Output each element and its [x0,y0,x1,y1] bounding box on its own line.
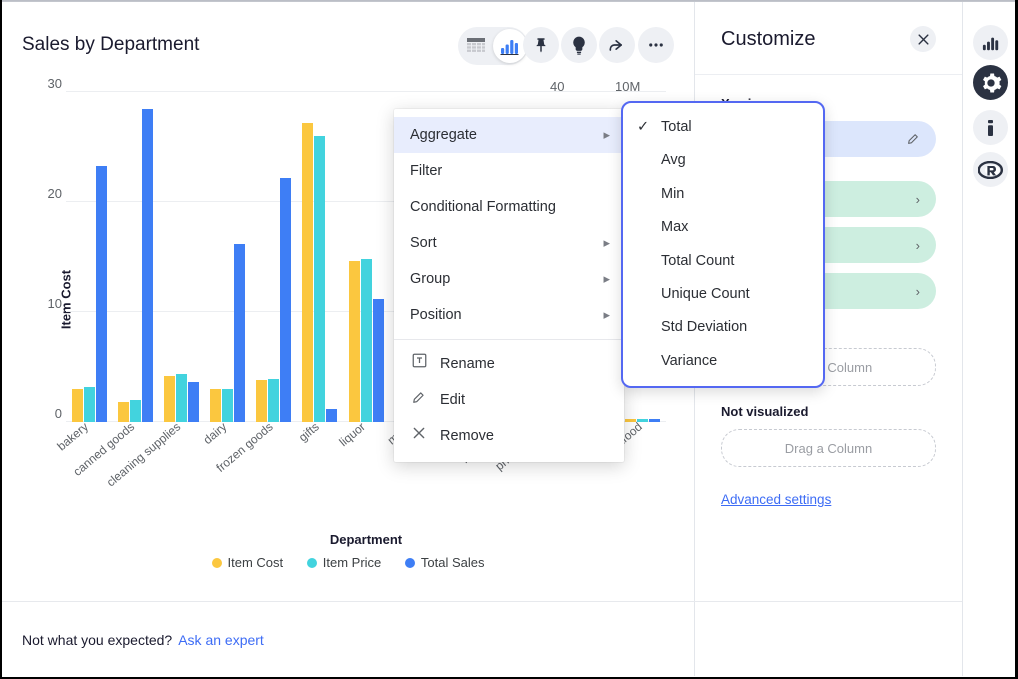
svg-text:gifts: gifts [296,420,322,445]
svg-text:liquor: liquor [336,420,367,450]
svg-text:dairy: dairy [201,420,230,447]
